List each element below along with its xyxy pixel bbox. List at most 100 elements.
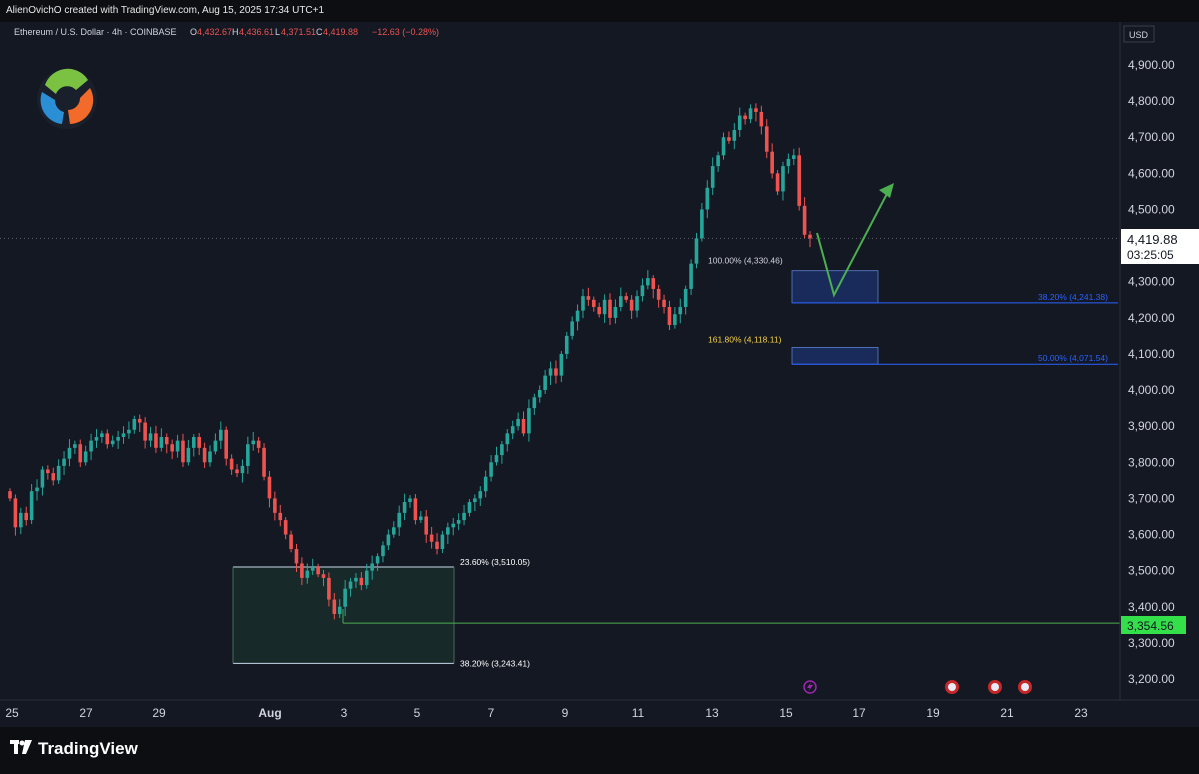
candle-body (764, 126, 769, 152)
candle-body (591, 299, 596, 307)
candle-body (337, 606, 342, 614)
candle-body (62, 458, 66, 466)
symbol-name: Ethereum / U.S. Dollar · 4h · COINBASE (14, 27, 177, 37)
x-tick-label: 21 (1000, 706, 1014, 720)
ohlc-values: O 4,432.67 H 4,436.61 L 4,371.51 C 4,419… (190, 27, 439, 37)
candle-body (186, 447, 191, 463)
candle-body (391, 527, 396, 535)
marker-price: 3,354.56 (1127, 619, 1174, 633)
x-tick-label: 9 (562, 706, 569, 720)
x-tick-label: 15 (779, 706, 793, 720)
fib-label: 100.00% (4,330.46) (708, 256, 783, 266)
footer-bar: TradingView (0, 727, 1199, 774)
candle-body (148, 433, 153, 441)
last-price-tag: 4,419.88 03:25:05 (1121, 229, 1199, 264)
y-tick-label: 4,500.00 (1128, 202, 1175, 216)
candle-body (635, 296, 639, 311)
drawings-layer: 23.60% (3,510.05) 38.20% (3,243.41) 100.00… (0, 237, 1120, 668)
candle-body (89, 440, 93, 452)
tradingview-logo-icon (10, 739, 32, 759)
candle-body (219, 429, 223, 441)
candles-layer (8, 103, 812, 620)
candle-body (613, 306, 618, 318)
y-axis-ticks: 3,200.00 3,300.00 3,400.00 3,500.00 3,600.00… (1128, 58, 1175, 686)
candle-body (791, 155, 796, 159)
us-flag-event-icon[interactable] (1018, 680, 1032, 694)
x-tick-label: 27 (79, 706, 93, 720)
candle-body (94, 437, 99, 441)
y-tick-label: 4,800.00 (1128, 94, 1175, 108)
x-tick-label: 11 (632, 706, 645, 720)
y-tick-label: 4,200.00 (1128, 311, 1175, 325)
target-zone-lower (791, 347, 879, 365)
x-axis-ticks: 25 27 29 Aug 3 5 7 9 11 13 15 17 19 21 23 (5, 706, 1088, 720)
candle-body (305, 570, 310, 578)
candle-body (575, 310, 580, 322)
candle-body (478, 491, 483, 499)
candle-body (467, 502, 472, 513)
candle-body (105, 433, 110, 445)
candle-body (489, 462, 493, 477)
candle-body (83, 451, 88, 463)
candle-body (321, 574, 326, 578)
candle-body (289, 534, 293, 549)
header-bar: AlienOvichO created with TradingView.com… (0, 0, 1199, 22)
event-icons[interactable] (803, 680, 1032, 694)
change-value: −12.63 (−0.28%) (372, 27, 439, 37)
candle-body (370, 563, 374, 571)
price-chart[interactable]: Ethereum / U.S. Dollar · 4h · COINBASE O… (0, 22, 1199, 727)
lightning-event-icon[interactable] (803, 680, 817, 694)
candle-body (554, 368, 558, 376)
candle-body (35, 487, 39, 492)
candle-body (781, 166, 785, 192)
candle-body (521, 418, 526, 434)
y-tick-label: 3,900.00 (1128, 419, 1175, 433)
tradingview-brand[interactable]: TradingView (10, 739, 138, 759)
creator-text: AlienOvichO created with TradingView.com… (6, 5, 325, 16)
candle-body (29, 491, 34, 521)
candle-body (419, 516, 423, 521)
candle-body (548, 368, 553, 376)
candle-body (727, 137, 731, 141)
candle-body (775, 173, 780, 192)
us-flag-event-icon[interactable] (945, 680, 959, 694)
open-label: O (190, 27, 197, 37)
x-tick-label: 19 (926, 706, 940, 720)
candle-body (364, 570, 369, 586)
x-tick-label: 3 (341, 706, 348, 720)
currency-label: USD (1129, 30, 1149, 40)
candle-body (786, 158, 791, 167)
candle-body (170, 444, 174, 452)
x-tick-label: 7 (488, 706, 495, 720)
candle-body (175, 440, 180, 452)
x-tick-label: 5 (414, 706, 421, 720)
candle-body (537, 390, 542, 398)
high-value: 4,436.61 (239, 27, 274, 37)
candle-body (127, 429, 131, 434)
us-flag-event-icon[interactable] (988, 680, 1002, 694)
candle-body (564, 335, 569, 354)
candle-body (808, 234, 812, 239)
candle-body (73, 444, 77, 448)
price-axis[interactable] (1120, 22, 1199, 700)
x-tick-label: Aug (258, 706, 281, 720)
candle-body (240, 465, 245, 474)
candle-body (429, 534, 434, 542)
candle-body (673, 314, 677, 326)
candle-body (754, 108, 758, 112)
currency-badge[interactable]: USD (1123, 25, 1155, 43)
candle-body (500, 444, 504, 456)
candle-body (13, 498, 18, 528)
candle-body (24, 512, 29, 521)
candle-body (424, 516, 429, 535)
chart-frame[interactable]: Ethereum / U.S. Dollar · 4h · COINBASE O… (0, 22, 1199, 727)
candle-body (700, 209, 704, 239)
candle-body (527, 408, 531, 434)
candle-body (462, 512, 466, 521)
brand-name: TradingView (38, 739, 138, 758)
candle-body (743, 115, 747, 120)
candle-body (262, 447, 266, 477)
candle-body (191, 437, 196, 448)
author-logo (37, 68, 97, 129)
candle-body (359, 577, 364, 586)
